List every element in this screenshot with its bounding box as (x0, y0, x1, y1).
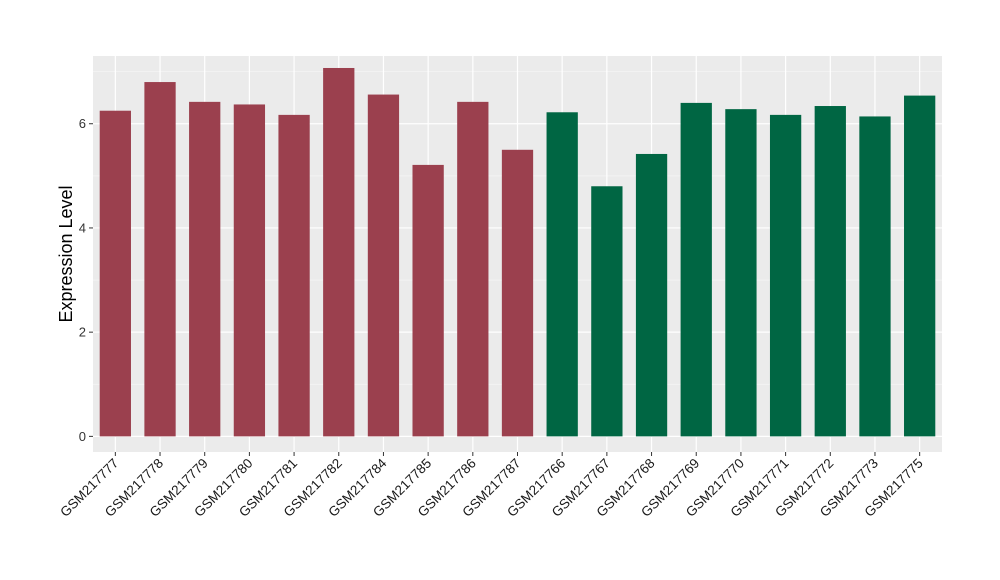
bar-GSM217773 (859, 116, 891, 437)
bar-GSM217768 (635, 153, 668, 437)
bar-GSM217785 (412, 164, 444, 437)
bar-layer (99, 67, 936, 437)
bar-GSM217771 (769, 114, 802, 437)
bar-GSM217770 (725, 109, 757, 437)
bar-GSM217784 (367, 94, 400, 437)
bar-GSM217778 (144, 82, 176, 437)
bar-GSM217767 (591, 186, 623, 437)
bar-GSM217777 (99, 110, 131, 437)
bar-GSM217782 (323, 67, 355, 437)
bar-GSM217781 (278, 114, 310, 437)
bar-GSM217787 (501, 149, 534, 437)
bar-GSM217780 (233, 104, 266, 437)
y-tick-label: 0 (79, 429, 86, 444)
bar-GSM217772 (814, 106, 846, 437)
y-tick-label: 6 (79, 116, 86, 131)
bar-GSM217769 (680, 102, 712, 437)
y-tick-label: 2 (79, 325, 86, 340)
bar-GSM217779 (189, 101, 221, 437)
bar-GSM217786 (457, 101, 489, 437)
bar-GSM217775 (904, 95, 936, 437)
y-tick-label: 4 (79, 220, 86, 235)
y-axis-title: Expression Level (56, 185, 76, 322)
bar-GSM217766 (546, 112, 578, 437)
